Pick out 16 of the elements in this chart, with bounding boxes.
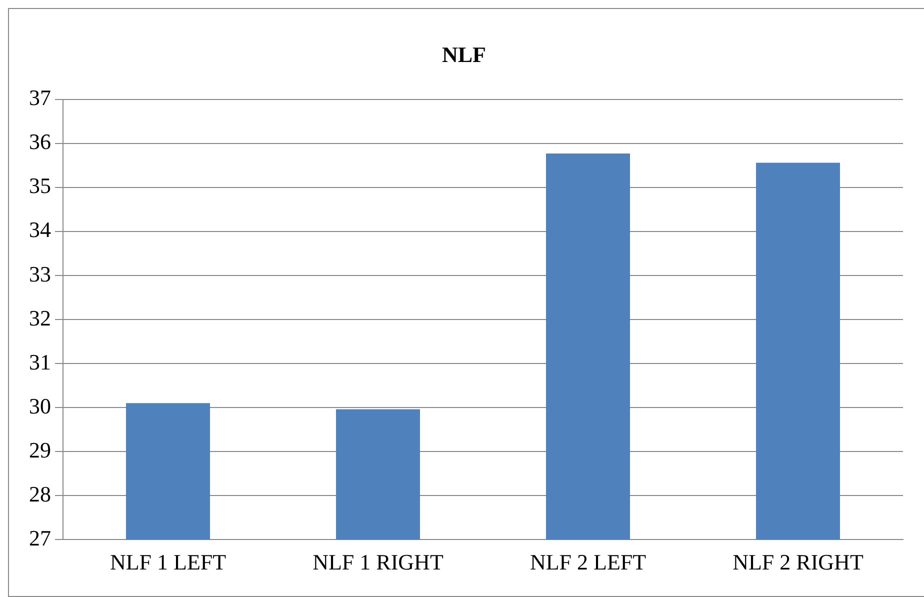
y-tick-label: 27 [29, 525, 51, 550]
x-tick-label: NLF 2 LEFT [530, 550, 647, 575]
x-tick-label: NLF 2 RIGHT [732, 550, 864, 575]
y-tick-label: 37 [29, 85, 51, 110]
y-tick-label: 29 [29, 437, 51, 462]
y-tick-label: 35 [29, 173, 51, 198]
x-tick-label: NLF 1 LEFT [110, 550, 227, 575]
y-tick-label: 32 [29, 305, 51, 330]
y-tick-label: 34 [29, 217, 51, 242]
x-tick-label: NLF 1 RIGHT [312, 550, 444, 575]
y-tick-label: 31 [29, 349, 51, 374]
chart-title: NLF [442, 42, 486, 67]
y-tick-label: 36 [29, 129, 51, 154]
y-tick-label: 33 [29, 261, 51, 286]
y-tick-label: 30 [29, 393, 51, 418]
y-tick-label: 28 [29, 481, 51, 506]
